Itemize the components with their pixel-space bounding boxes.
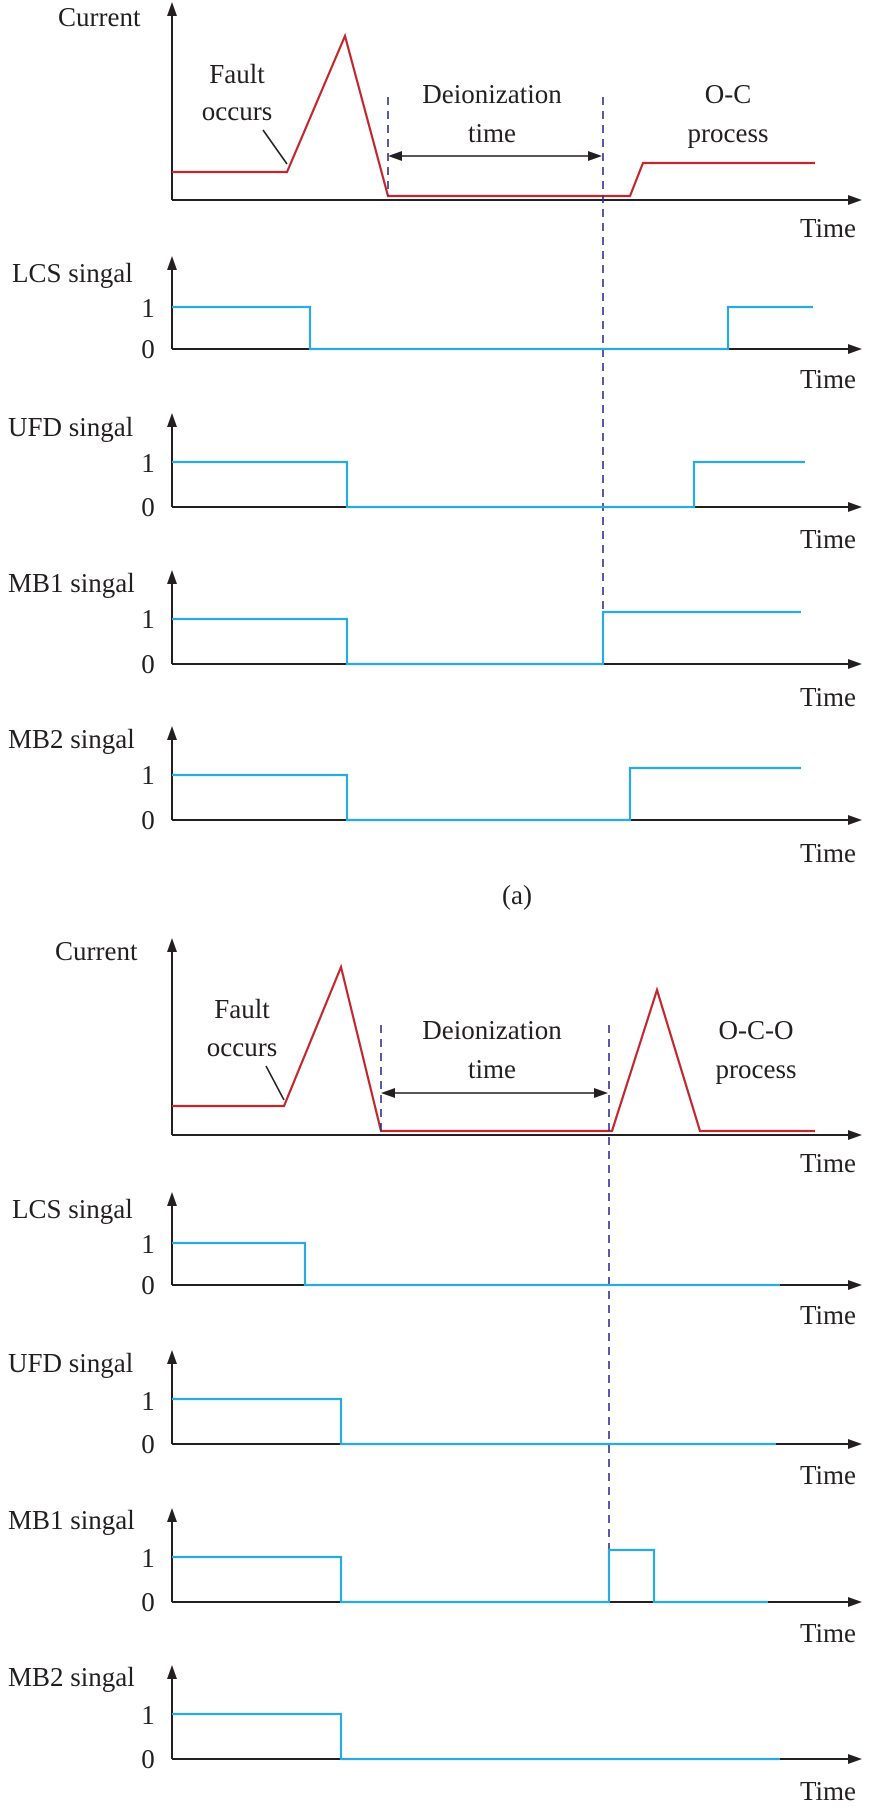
x-axis-arrow <box>848 1130 862 1140</box>
deionization-label-line2: time <box>468 1054 516 1084</box>
fault-leader-line <box>265 1065 285 1101</box>
tick-1: 1 <box>141 1543 155 1573</box>
tick-0: 0 <box>141 1270 155 1300</box>
tick-0: 0 <box>141 1429 155 1459</box>
ufd-ylabel: UFD singal <box>8 1348 133 1378</box>
dimension-arrow-right <box>594 1088 608 1098</box>
x-axis-label: Time <box>800 682 856 712</box>
y-axis-arrow <box>167 256 177 270</box>
x-axis-arrow <box>848 659 862 669</box>
panel-a: Current Time Fault occurs Deionization t… <box>8 2 862 910</box>
x-axis-label: Time <box>800 1148 856 1178</box>
process-label-line2: process <box>716 1054 797 1084</box>
dimension-arrow-left <box>381 1088 395 1098</box>
fault-label-line1: Fault <box>214 994 270 1024</box>
y-axis-arrow <box>167 1192 177 1206</box>
panel-a-caption: (a) <box>502 880 532 910</box>
x-axis-label: Time <box>800 838 856 868</box>
dimension-arrow-right <box>588 151 602 161</box>
y-axis-arrow <box>167 1350 177 1364</box>
x-axis-label: Time <box>800 524 856 554</box>
tick-1: 1 <box>141 293 155 323</box>
process-label-line1: O-C <box>705 79 752 109</box>
panel-b-lcs-plot: LCS singal 1 0 Time <box>12 1192 862 1330</box>
y-axis-arrow <box>167 1508 177 1522</box>
fault-leader-line <box>262 129 288 165</box>
panel-a-current-plot: Current Time Fault occurs Deionization t… <box>58 2 862 243</box>
panel-a-mb2-plot: MB2 singal 1 0 Time <box>8 724 862 868</box>
x-axis-arrow <box>848 1597 862 1607</box>
lcs-ylabel: LCS singal <box>12 1194 133 1224</box>
x-axis-label: Time <box>800 1460 856 1490</box>
x-axis-arrow <box>848 815 862 825</box>
lcs-ylabel: LCS singal <box>12 258 133 288</box>
y-axis-arrow <box>167 726 177 740</box>
tick-0: 0 <box>141 1744 155 1774</box>
tick-1: 1 <box>141 1700 155 1730</box>
tick-0: 0 <box>141 334 155 364</box>
mb2-ylabel: MB2 singal <box>8 724 135 754</box>
x-axis-label: Time <box>800 364 856 394</box>
y-axis-arrow <box>167 1665 177 1679</box>
x-axis-label: Time <box>800 1776 856 1806</box>
x-axis-arrow <box>848 1280 862 1290</box>
panel-a-lcs-plot: LCS singal 1 0 Time <box>12 256 862 394</box>
panel-b: Current Time Fault occurs Deionization t… <box>8 936 862 1806</box>
x-axis-arrow <box>848 195 862 205</box>
x-axis-arrow <box>848 502 862 512</box>
dimension-arrow-left <box>388 151 402 161</box>
current-waveform <box>172 963 815 1133</box>
mb1-ylabel: MB1 singal <box>8 1505 135 1535</box>
fault-label-line2: occurs <box>207 1032 277 1062</box>
x-axis-arrow <box>848 1754 862 1764</box>
ufd-signal-waveform <box>172 460 805 509</box>
tick-0: 0 <box>141 805 155 835</box>
y-axis-arrow <box>167 413 177 427</box>
lcs-signal-waveform <box>172 305 813 351</box>
deionization-label-line1: Deionization <box>422 79 562 109</box>
ufd-signal-waveform <box>172 1397 776 1446</box>
current-ylabel: Current <box>55 936 138 966</box>
x-axis-label: Time <box>800 1300 856 1330</box>
tick-0: 0 <box>141 492 155 522</box>
x-axis-arrow <box>848 1439 862 1449</box>
tick-1: 1 <box>141 1229 155 1259</box>
mb2-signal-waveform <box>172 766 801 822</box>
fault-label-line2: occurs <box>202 96 272 126</box>
tick-1: 1 <box>141 1386 155 1416</box>
mb2-signal-waveform <box>172 1712 780 1761</box>
panel-b-ufd-plot: UFD singal 1 0 Time <box>8 1348 862 1490</box>
y-axis-arrow <box>167 2 177 16</box>
current-ylabel: Current <box>58 2 141 32</box>
fault-label-line1: Fault <box>209 59 265 89</box>
y-axis-arrow <box>167 938 177 952</box>
mb1-ylabel: MB1 singal <box>8 568 135 598</box>
panel-a-mb1-plot: MB1 singal 1 0 Time <box>8 568 862 712</box>
lcs-signal-waveform <box>172 1241 780 1287</box>
panel-b-mb1-plot: MB1 singal 1 0 Time <box>8 1505 862 1648</box>
x-axis-label: Time <box>800 1618 856 1648</box>
tick-1: 1 <box>141 760 155 790</box>
deionization-label-line1: Deionization <box>422 1015 562 1045</box>
ufd-ylabel: UFD singal <box>8 412 133 442</box>
x-axis-label: Time <box>800 213 856 243</box>
y-axis-arrow <box>167 570 177 584</box>
tick-0: 0 <box>141 1587 155 1617</box>
tick-1: 1 <box>141 604 155 634</box>
process-label-line1: O-C-O <box>719 1015 794 1045</box>
panel-b-current-plot: Current Time Fault occurs Deionization t… <box>55 936 862 1178</box>
tick-0: 0 <box>141 649 155 679</box>
tick-1: 1 <box>141 448 155 478</box>
mb1-signal-waveform <box>172 1548 768 1604</box>
process-label-line2: process <box>688 118 769 148</box>
deionization-label-line2: time <box>468 118 516 148</box>
mb1-signal-waveform <box>172 610 801 666</box>
x-axis-arrow <box>848 344 862 354</box>
mb2-ylabel: MB2 singal <box>8 1662 135 1692</box>
panel-b-mb2-plot: MB2 singal 1 0 Time <box>8 1662 862 1806</box>
panel-a-ufd-plot: UFD singal 1 0 Time <box>8 412 862 554</box>
